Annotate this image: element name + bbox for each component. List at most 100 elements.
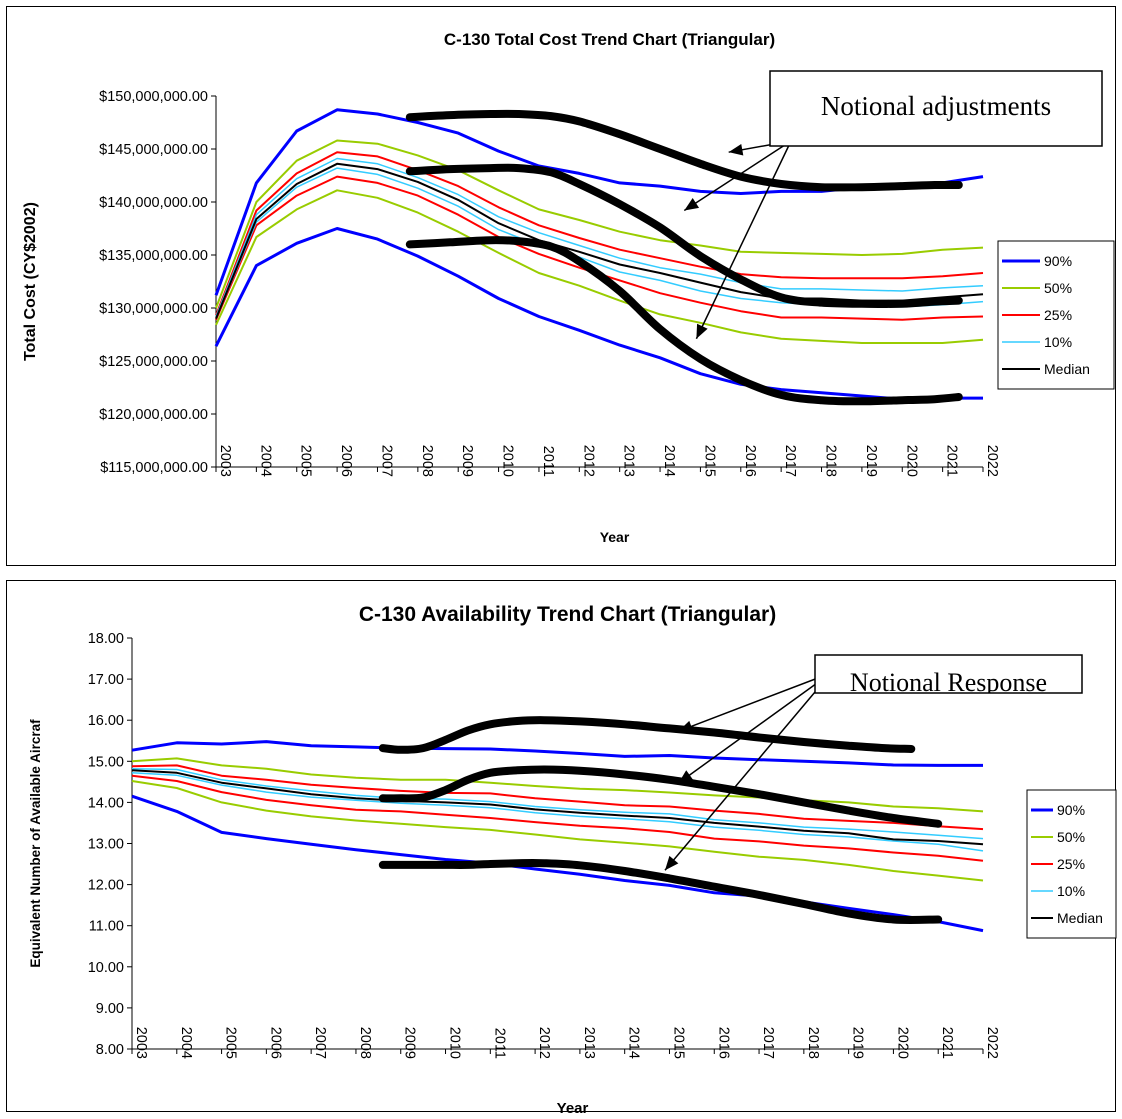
x-tick-label: 2017 (760, 1027, 776, 1059)
y-tick-label: 12.00 (88, 878, 124, 894)
availability-trend-chart: C-130 Availability Trend Chart (Triangul… (28, 603, 1117, 1117)
series-line (131, 794, 984, 933)
x-tick-label: 2005 (298, 445, 314, 477)
x-tick-label: 2011 (540, 446, 556, 477)
callout-text: Notional Response (850, 668, 1047, 697)
legend-label: 50% (1044, 280, 1072, 296)
y-axis-title: Equivalent Number of Available Aircraf (28, 719, 43, 968)
adjustment-curve (378, 716, 916, 754)
legend-label: Median (1044, 361, 1090, 377)
adjustment-curve (405, 163, 963, 308)
y-tick-label: $135,000,000.00 (99, 248, 208, 264)
x-tick-label: 2012 (536, 1027, 552, 1059)
series-line (215, 151, 984, 316)
y-tick-label: 9.00 (96, 1001, 124, 1017)
x-tick-label: 2003 (217, 445, 233, 477)
y-tick-label: $120,000,000.00 (99, 407, 208, 423)
y-tick-label: $130,000,000.00 (99, 301, 208, 317)
adjustment-curve (378, 765, 943, 828)
y-tick-label: 15.00 (88, 754, 124, 770)
callout-arrowhead (728, 143, 744, 156)
x-tick-label: 2005 (223, 1027, 239, 1059)
callout-arrow (683, 140, 792, 212)
y-tick-label: $115,000,000.00 (100, 460, 208, 476)
x-tick-label: 2012 (580, 445, 596, 477)
x-tick-label: 2016 (715, 1027, 731, 1059)
callout-arrow (664, 672, 832, 871)
x-tick-label: 2013 (621, 445, 637, 477)
x-tick-label: 2022 (984, 445, 1000, 477)
legend-label: Median (1057, 910, 1103, 926)
series-line (131, 774, 984, 862)
y-tick-label: 13.00 (88, 837, 124, 853)
y-tick-label: 17.00 (88, 672, 124, 688)
x-tick-label: 2016 (742, 445, 758, 477)
chart-title: C-130 Availability Trend Chart (Triangul… (359, 603, 776, 626)
x-tick-label: 2009 (402, 1027, 418, 1059)
callout-box (814, 654, 1083, 694)
callout-text: Notional adjustments (821, 91, 1051, 121)
x-tick-label: 2014 (626, 1027, 642, 1059)
callout-box (769, 70, 1103, 147)
x-tick-label: 2009 (459, 445, 475, 477)
y-tick-label: 18.00 (88, 631, 124, 647)
x-tick-label: 2010 (500, 445, 516, 477)
x-tick-label: 2004 (178, 1027, 194, 1059)
adjustment-curve (378, 859, 943, 924)
y-tick-label: 8.00 (96, 1042, 124, 1058)
y-tick-label: 14.00 (88, 795, 124, 811)
x-tick-label: 2006 (267, 1027, 283, 1059)
adjustment-curve (405, 236, 963, 406)
legend-label: 25% (1044, 307, 1072, 323)
x-tick-label: 2007 (378, 445, 394, 477)
y-tick-label: 16.00 (88, 713, 124, 729)
series-line (131, 764, 984, 831)
x-tick-label: 2022 (984, 1027, 1000, 1059)
legend-label: 10% (1057, 883, 1085, 899)
series-line (215, 189, 984, 344)
adjustment-curve (405, 109, 963, 192)
x-tick-label: 2021 (939, 1027, 955, 1059)
y-tick-label: $150,000,000.00 (99, 89, 208, 105)
series-line (131, 767, 984, 840)
series-line (131, 740, 983, 767)
x-tick-label: 2020 (903, 445, 919, 477)
availability-chart-panel: C-130 Availability Trend Chart (Triangul… (6, 580, 1117, 1117)
cost-trend-chart: C-130 Total Cost Trend Chart (Triangular… (22, 30, 1115, 545)
series-line (215, 157, 984, 317)
x-tick-label: 2017 (782, 445, 798, 477)
x-tick-label: 2019 (850, 1027, 866, 1059)
series-line (131, 757, 984, 813)
y-tick-label: $140,000,000.00 (99, 195, 208, 211)
callout-arrowhead (696, 323, 708, 339)
legend-label: 25% (1057, 856, 1085, 872)
y-tick-label: 10.00 (88, 960, 124, 976)
callout-arrowhead (678, 720, 694, 732)
x-tick-label: 2020 (894, 1027, 910, 1059)
series-line (131, 772, 984, 852)
x-tick-label: 2010 (447, 1027, 463, 1059)
x-tick-label: 2013 (581, 1027, 597, 1059)
cost-chart-panel: C-130 Total Cost Trend Chart (Triangular… (6, 6, 1116, 566)
chart-title: C-130 Total Cost Trend Chart (Triangular… (444, 30, 775, 49)
y-tick-label: $145,000,000.00 (99, 142, 208, 158)
series-line (131, 769, 984, 846)
x-axis-title: Year (600, 529, 630, 545)
series-line (215, 139, 984, 309)
callout-arrowhead (664, 855, 679, 871)
callout-arrow (677, 672, 832, 784)
x-tick-label: 2014 (661, 445, 677, 477)
x-tick-label: 2006 (338, 445, 354, 477)
x-tick-label: 2018 (805, 1027, 821, 1059)
x-axis-title: Year (557, 1100, 589, 1117)
y-tick-label: 11.00 (89, 919, 124, 935)
x-tick-label: 2015 (701, 445, 717, 477)
series-line (131, 780, 984, 882)
x-tick-label: 2018 (823, 445, 839, 477)
y-axis-title: Total Cost (CY$2002) (22, 202, 39, 361)
x-tick-label: 2011 (491, 1028, 507, 1059)
x-tick-label: 2007 (312, 1027, 328, 1059)
x-tick-label: 2021 (944, 445, 960, 477)
x-tick-label: 2004 (257, 445, 273, 477)
callout-arrowhead (684, 198, 700, 211)
